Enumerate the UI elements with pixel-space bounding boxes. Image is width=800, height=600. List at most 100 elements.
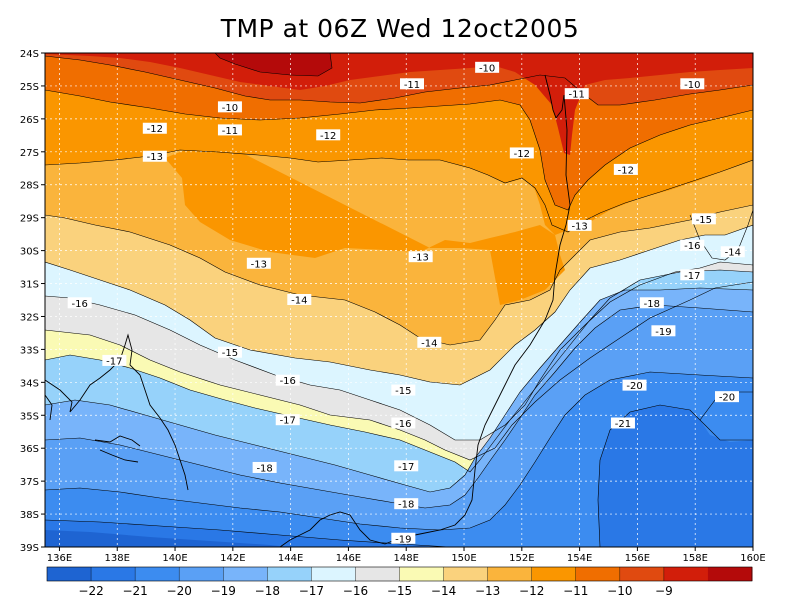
contour-label-bg xyxy=(639,297,664,309)
colorbar-swatch xyxy=(663,567,709,581)
colorbar-swatch xyxy=(47,567,92,581)
contour-label-bg xyxy=(275,414,300,426)
contour-label: -17 xyxy=(275,414,300,427)
contour-label: -14 xyxy=(417,336,442,349)
contour-label: -17 xyxy=(394,460,419,473)
x-tick-label: 154E xyxy=(567,553,592,564)
contour-label-text: -14 xyxy=(421,338,437,349)
contour-label-bg xyxy=(691,213,716,225)
contour-label: -19 xyxy=(651,325,676,338)
y-tick-label: 31S xyxy=(20,280,39,291)
contour-label: -12 xyxy=(509,147,534,160)
east-coastline xyxy=(384,74,571,545)
colorbar-label: −16 xyxy=(343,584,368,598)
contour-label: -20 xyxy=(622,379,647,392)
contour-line xyxy=(45,281,753,461)
contour-label-bg xyxy=(391,384,416,396)
contour-line xyxy=(597,404,753,547)
contour-label-bg xyxy=(275,374,300,386)
band-warmest xyxy=(215,53,332,76)
contour-label: -12 xyxy=(613,163,638,176)
contour-labels: -10 -11 -11 -10 -10 -11 -12 -12 -13 -12 -12 -13 -15 -… xyxy=(67,61,745,545)
colorbar-swatch xyxy=(487,567,533,581)
contour-label-text: -13 xyxy=(251,259,267,270)
contour-line xyxy=(214,53,333,77)
contour-label-bg xyxy=(622,379,647,391)
colorbar-swatch xyxy=(531,567,577,581)
y-tick-label: 38S xyxy=(20,510,39,521)
y-tick-label: 26S xyxy=(20,115,39,126)
map-title: TMP at 06Z Wed 12oct2005 xyxy=(220,14,580,43)
x-tick-label: 146E xyxy=(336,553,361,564)
contour-label: -15 xyxy=(217,346,242,359)
contour-label-text: -16 xyxy=(72,299,88,310)
plot-frame xyxy=(44,52,754,548)
colorbar-swatch xyxy=(223,567,268,581)
y-tick-label: 34S xyxy=(20,378,39,389)
contour-label: -16 xyxy=(67,297,92,310)
contour-line xyxy=(45,204,753,346)
contour-line xyxy=(45,149,753,233)
colorbar-swatch xyxy=(575,567,621,581)
contour-label-bg xyxy=(680,269,705,281)
contour-label-text: -13 xyxy=(571,221,587,232)
contour-line xyxy=(45,287,753,493)
y-tick-label: 25S xyxy=(20,82,39,93)
x-tick-label: 138E xyxy=(105,553,130,564)
contour-label: -11 xyxy=(400,78,425,91)
x-tick-label: 150E xyxy=(451,553,476,564)
contour-label-bg xyxy=(246,257,271,269)
contour-label-text: -17 xyxy=(684,271,700,282)
y-tick-label: 24S xyxy=(20,49,39,60)
contour-label-bg xyxy=(475,61,500,73)
contour-label-bg xyxy=(102,354,127,366)
band-minus-20-east-island xyxy=(700,392,753,442)
y-tick-label: 30S xyxy=(20,247,39,258)
colorbar-label: −18 xyxy=(255,584,280,598)
colorbar-label: −17 xyxy=(299,584,324,598)
contour-label-text: -11 xyxy=(222,126,238,137)
contour-label-bg xyxy=(613,163,638,175)
contour-line xyxy=(45,224,753,386)
colorbar-label: −21 xyxy=(122,584,147,598)
contour-label-bg xyxy=(287,294,312,305)
contour-line xyxy=(45,304,753,509)
contour-label-text: -19 xyxy=(655,327,671,338)
colorbar-label: −10 xyxy=(607,584,632,598)
contour-label: -17 xyxy=(102,354,127,367)
contour-label-text: -11 xyxy=(569,90,585,101)
y-tick-label: 29S xyxy=(20,214,39,225)
contour-label: -18 xyxy=(639,297,664,310)
contour-label-text: -10 xyxy=(222,103,238,114)
coastline xyxy=(45,74,571,547)
contour-label: -19 xyxy=(391,532,416,545)
colorbar-swatch xyxy=(707,567,753,581)
x-tick-label: 136E xyxy=(47,553,72,564)
x-tick-label: 140E xyxy=(162,553,187,564)
contour-label-text: -12 xyxy=(147,124,163,135)
colorbar-label: −12 xyxy=(519,584,544,598)
colorbar-swatch xyxy=(443,567,489,581)
gulf-coastline-2 xyxy=(99,449,139,463)
contour-label-bg xyxy=(67,297,92,309)
colorbar-swatch xyxy=(355,567,400,581)
south-coastline xyxy=(279,511,386,547)
contour-label-text: -17 xyxy=(106,356,122,367)
colorbar-swatch xyxy=(311,567,356,581)
contour-label: -10 xyxy=(475,61,500,74)
contour-label-text: -10 xyxy=(479,63,495,74)
contour-label-text: -16 xyxy=(280,376,296,387)
x-tick-label: 152E xyxy=(509,553,534,564)
band-minus-20 xyxy=(45,372,753,547)
contour-label-text: -13 xyxy=(147,152,163,163)
colorbar-swatch xyxy=(267,567,312,581)
contour-label-bg xyxy=(567,219,592,231)
x-tick-label: 144E xyxy=(278,553,303,564)
contour-label-text: -16 xyxy=(684,241,700,252)
colorbar-swatch xyxy=(135,567,180,581)
colorbar-label: −9 xyxy=(655,584,673,598)
contour-label-text: -17 xyxy=(280,416,296,427)
contour-label-text: -15 xyxy=(395,386,411,397)
contour-lines xyxy=(45,53,753,547)
contour-line xyxy=(45,89,753,211)
